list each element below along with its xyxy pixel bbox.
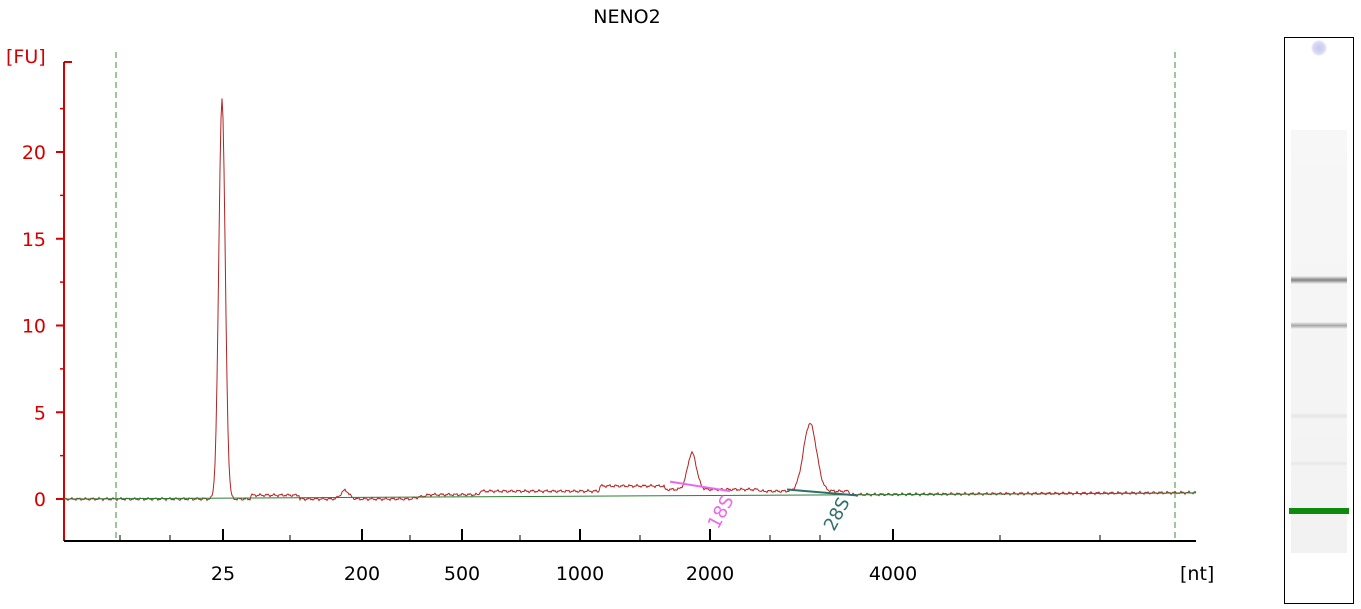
y-tick-label: 5: [34, 402, 46, 424]
x-tick-label: 1000: [556, 563, 604, 585]
peak-annotations: 18S 28S: [669, 480, 859, 534]
gel-band-faint: [1291, 413, 1347, 419]
gel-lane: [1291, 130, 1347, 553]
gel-image: [1284, 37, 1354, 604]
gel-lower-marker: [1289, 508, 1349, 514]
peak-18s-line: [669, 480, 731, 493]
axes: [63, 61, 1196, 542]
y-axis-ticks: 0 5 10 15 20: [22, 107, 64, 511]
x-tick-label: 4000: [869, 563, 917, 585]
x-axis-ticks: 25 200 500 1000 2000 4000: [119, 529, 1101, 585]
gel-well-spot: [1311, 40, 1327, 56]
y-tick-label: 20: [22, 142, 46, 164]
x-tick-label: 25: [211, 563, 235, 585]
signal-trace: [63, 98, 1197, 502]
peak-18s-label: 18S: [704, 492, 739, 532]
peak-28s-label: 28S: [820, 494, 855, 534]
traces: [63, 98, 1197, 502]
chart-title: NENO2: [593, 6, 661, 28]
y-tick-label: 10: [22, 316, 46, 338]
y-tick-label: 0: [34, 489, 46, 511]
x-tick-label: 200: [344, 563, 380, 585]
marker-boundaries: [115, 52, 1176, 541]
x-tick-label: 2000: [686, 563, 734, 585]
peak-28s-line: [786, 488, 859, 497]
x-axis-label: [nt]: [1180, 563, 1214, 585]
electropherogram-chart: 0 5 10 15 20 25 200 500 1000 2000 4000 18S 28S [FU…: [6, 46, 1214, 585]
baseline-line: [63, 492, 1197, 500]
x-tick-label: 500: [444, 563, 480, 585]
y-tick-label: 15: [22, 229, 46, 251]
gel-band-faint: [1291, 461, 1347, 466]
gel-band-18s: [1291, 322, 1347, 329]
y-axis-label: [FU]: [6, 46, 46, 68]
gel-band-28s: [1291, 276, 1347, 284]
